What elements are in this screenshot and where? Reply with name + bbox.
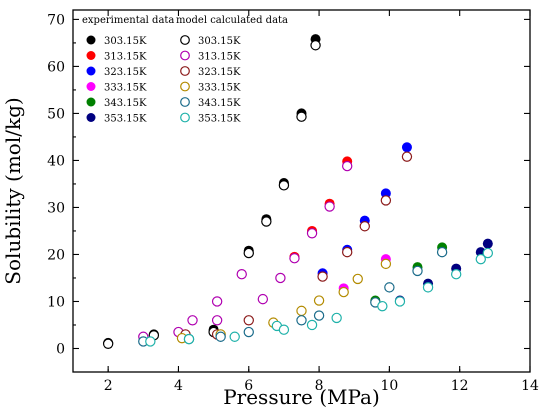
plot-area bbox=[72, 9, 531, 373]
y-tick-label: 0 bbox=[56, 341, 65, 357]
data-point bbox=[394, 296, 406, 307]
data-point bbox=[187, 315, 198, 326]
data-point bbox=[317, 271, 328, 282]
data-point bbox=[243, 326, 254, 338]
data-point bbox=[229, 331, 240, 342]
data-point bbox=[145, 336, 156, 347]
legend-label: 333.15K bbox=[198, 83, 241, 94]
data-point bbox=[359, 221, 370, 232]
data-point bbox=[257, 293, 269, 305]
y-tick-label: 60 bbox=[47, 59, 65, 75]
data-point bbox=[412, 265, 423, 277]
legend-marker bbox=[86, 66, 96, 76]
data-point bbox=[236, 269, 247, 280]
data-point bbox=[342, 246, 353, 258]
data-point bbox=[183, 333, 195, 345]
data-point bbox=[401, 142, 412, 153]
data-point bbox=[313, 310, 325, 321]
data-point bbox=[436, 246, 448, 258]
data-point bbox=[310, 40, 321, 51]
x-tick-label: 4 bbox=[174, 378, 183, 394]
legend-marker bbox=[180, 66, 190, 76]
data-point bbox=[296, 305, 307, 317]
data-point bbox=[306, 319, 318, 331]
plot-frame bbox=[72, 9, 531, 373]
legend-marker bbox=[180, 50, 190, 61]
y-tick-label: 70 bbox=[47, 12, 65, 28]
legend-label: 303.15K bbox=[104, 36, 147, 47]
legend-marker bbox=[180, 112, 190, 123]
legend-marker bbox=[180, 97, 190, 107]
legend-label: 353.15K bbox=[198, 114, 241, 125]
legend-marker bbox=[86, 97, 96, 107]
legend-label: 313.15K bbox=[104, 52, 147, 63]
y-tick-label: 20 bbox=[47, 247, 65, 263]
data-point bbox=[278, 180, 290, 191]
x-axis: 2 4 6 8 10 12 14 bbox=[104, 10, 539, 394]
data-point bbox=[289, 253, 300, 264]
data-point bbox=[401, 151, 413, 162]
data-point bbox=[215, 331, 226, 342]
data-point bbox=[380, 195, 392, 206]
data-point bbox=[342, 160, 353, 172]
legend-marker bbox=[180, 35, 190, 45]
legend: experimental data model calculated data 30… bbox=[82, 15, 288, 125]
data-points bbox=[102, 34, 494, 349]
data-point bbox=[482, 238, 493, 249]
data-point bbox=[380, 258, 392, 270]
data-point bbox=[102, 338, 114, 349]
legend-label: 333.15K bbox=[104, 83, 147, 94]
data-point bbox=[450, 269, 462, 280]
data-point bbox=[313, 295, 325, 306]
legend-label: 303.15K bbox=[198, 36, 241, 47]
x-tick-label: 6 bbox=[244, 378, 253, 394]
data-point bbox=[331, 312, 342, 324]
x-tick-label: 8 bbox=[315, 378, 324, 394]
data-point bbox=[275, 272, 286, 284]
y-axis-title: Solubility (mol/kg) bbox=[1, 97, 25, 284]
legend-label: 313.15K bbox=[198, 52, 241, 63]
y-tick-label: 30 bbox=[47, 200, 65, 216]
legend-marker bbox=[180, 81, 190, 92]
data-point bbox=[475, 253, 486, 265]
legend-header-experimental: experimental data bbox=[82, 15, 174, 26]
data-point bbox=[384, 282, 395, 293]
data-point bbox=[324, 201, 335, 212]
legend-header-model: model calculated data bbox=[176, 15, 288, 26]
y-axis: 0 10 20 30 40 50 60 70 bbox=[47, 12, 530, 357]
y-tick-label: 10 bbox=[47, 294, 65, 310]
data-point bbox=[261, 216, 272, 227]
legend-label: 323.15K bbox=[104, 67, 147, 78]
x-tick-label: 14 bbox=[521, 378, 539, 394]
y-tick-label: 50 bbox=[47, 106, 65, 122]
data-point bbox=[278, 324, 290, 335]
data-point bbox=[296, 111, 307, 122]
x-tick-label: 10 bbox=[380, 378, 398, 394]
data-point bbox=[296, 315, 307, 326]
data-point bbox=[306, 228, 318, 239]
legend-label: 353.15K bbox=[104, 114, 147, 125]
data-point bbox=[211, 296, 223, 307]
legend-marker bbox=[86, 82, 96, 91]
y-tick-label: 40 bbox=[47, 153, 65, 169]
data-point bbox=[482, 247, 494, 259]
legend-label: 323.15K bbox=[198, 67, 241, 78]
x-tick-label: 2 bbox=[104, 378, 113, 394]
data-point bbox=[377, 300, 388, 312]
legend-marker bbox=[86, 51, 96, 60]
data-point bbox=[243, 247, 254, 259]
x-tick-label: 12 bbox=[451, 378, 469, 394]
data-point bbox=[422, 282, 434, 293]
legend-label: 343.15K bbox=[104, 98, 147, 109]
x-axis-title: Pressure (MPa) bbox=[223, 385, 380, 409]
legend-marker bbox=[86, 35, 96, 45]
data-point bbox=[338, 286, 349, 298]
legend-marker bbox=[86, 113, 96, 122]
data-point bbox=[211, 315, 223, 326]
data-point bbox=[243, 315, 254, 326]
legend-label: 343.15K bbox=[198, 98, 241, 109]
data-point bbox=[352, 273, 363, 285]
